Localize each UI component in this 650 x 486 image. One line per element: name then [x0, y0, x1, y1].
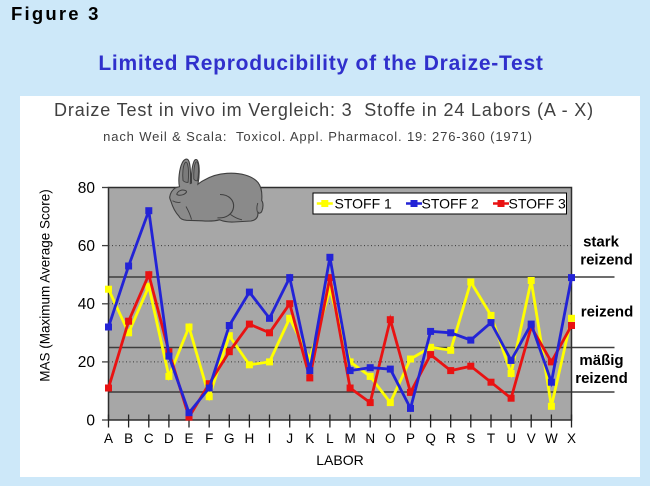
- svg-text:G: G: [224, 431, 235, 446]
- svg-text:B: B: [124, 431, 133, 446]
- svg-text:H: H: [245, 431, 255, 446]
- svg-text:stark: stark: [583, 234, 620, 251]
- svg-text:40: 40: [78, 296, 96, 313]
- svg-text:LABOR: LABOR: [316, 452, 363, 468]
- svg-text:F: F: [205, 431, 213, 446]
- svg-text:Draize Test in vivo im Verglei: Draize Test in vivo im Vergleich: 3 Stof…: [54, 100, 594, 120]
- svg-text:M: M: [344, 431, 355, 446]
- svg-text:nach Weil & Scala: Toxicol. A: nach Weil & Scala: Toxicol. Appl. Pharma…: [103, 129, 533, 144]
- svg-text:Q: Q: [425, 431, 436, 446]
- svg-text:S: S: [466, 431, 475, 446]
- svg-text:STOFF 2: STOFF 2: [422, 196, 480, 212]
- svg-text:L: L: [326, 431, 334, 446]
- svg-text:U: U: [506, 431, 516, 446]
- svg-text:I: I: [268, 431, 272, 446]
- svg-text:STOFF 1: STOFF 1: [335, 196, 393, 212]
- svg-text:O: O: [385, 431, 396, 446]
- svg-text:80: 80: [78, 180, 96, 197]
- svg-text:reizend: reizend: [580, 252, 633, 269]
- svg-text:mäßig: mäßig: [579, 352, 623, 369]
- svg-text:R: R: [446, 431, 456, 446]
- svg-text:W: W: [545, 431, 558, 446]
- svg-text:V: V: [527, 431, 536, 446]
- svg-text:C: C: [144, 431, 154, 446]
- svg-text:E: E: [184, 431, 193, 446]
- svg-text:20: 20: [78, 354, 96, 371]
- svg-text:P: P: [406, 431, 415, 446]
- svg-text:D: D: [164, 431, 174, 446]
- svg-text:T: T: [487, 431, 495, 446]
- svg-text:X: X: [567, 431, 576, 446]
- svg-text:reizend: reizend: [575, 370, 628, 387]
- svg-text:N: N: [365, 431, 375, 446]
- svg-text:J: J: [286, 431, 293, 446]
- svg-text:0: 0: [86, 412, 95, 429]
- svg-text:MAS (Maximum Average Score): MAS (Maximum Average Score): [38, 189, 53, 382]
- svg-text:K: K: [305, 431, 314, 446]
- svg-text:STOFF 3: STOFF 3: [509, 196, 567, 212]
- svg-text:A: A: [104, 431, 113, 446]
- svg-text:60: 60: [78, 238, 96, 255]
- svg-text:reizend: reizend: [581, 304, 634, 321]
